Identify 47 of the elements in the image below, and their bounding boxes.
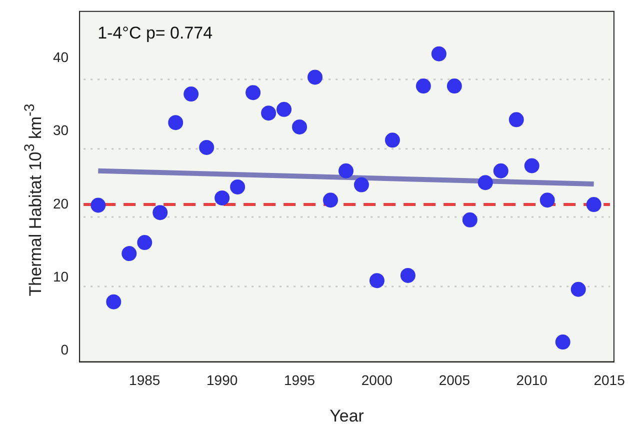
point [493, 163, 508, 178]
point [369, 273, 384, 288]
x-tick-label: 2010 [516, 372, 548, 388]
y-tick-label: 0 [60, 342, 69, 358]
point [152, 205, 168, 220]
point [122, 246, 137, 262]
point [246, 85, 261, 100]
y-tick-label: 40 [52, 49, 69, 66]
point [230, 179, 246, 194]
y-tick-label: 30 [52, 122, 69, 138]
point [570, 282, 586, 297]
point [168, 115, 184, 130]
point [184, 86, 199, 102]
point [540, 192, 555, 208]
point [478, 175, 493, 190]
point [338, 163, 354, 178]
x-tick-label: 1990 [206, 372, 238, 388]
point [400, 268, 416, 283]
point [354, 177, 369, 192]
point [137, 235, 152, 250]
point [308, 70, 323, 85]
point [462, 212, 478, 228]
point [446, 78, 462, 94]
point [214, 190, 230, 206]
x-tick-label: 2000 [361, 372, 393, 388]
point [261, 106, 276, 121]
point [416, 78, 431, 94]
point [323, 192, 338, 208]
point [524, 158, 540, 174]
x-tick-label: 2015 [594, 372, 626, 388]
x-tick-label: 1985 [129, 372, 160, 388]
point [276, 102, 292, 117]
point [586, 197, 602, 212]
y-tick-label: 20 [52, 195, 69, 212]
x-tick-label: 2005 [438, 372, 470, 388]
point [431, 46, 446, 62]
point [384, 132, 400, 148]
point [199, 140, 214, 155]
point [106, 294, 122, 310]
x-tick-label: 1995 [284, 372, 316, 388]
point [555, 334, 570, 350]
x-axis-title: Year [330, 406, 364, 426]
point [292, 119, 308, 134]
y-tick-label: 10 [52, 268, 69, 285]
point [508, 112, 524, 128]
annotation: 1-4°C p= 0.774 [98, 24, 213, 43]
point [90, 198, 106, 213]
